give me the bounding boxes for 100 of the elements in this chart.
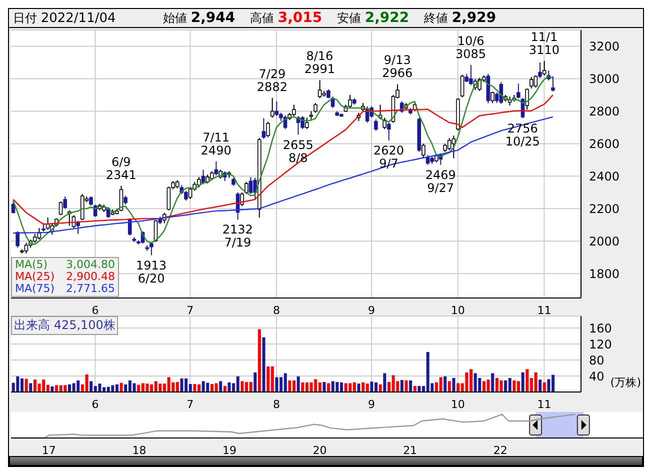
bar [50, 386, 54, 392]
bar [90, 381, 93, 392]
x-tick-label: 7 [186, 304, 194, 317]
x-tick-label: 7 [186, 398, 194, 411]
candlestick [538, 62, 542, 78]
bar [137, 384, 140, 392]
text: 高値 3,015 [250, 10, 322, 26]
bar [38, 384, 41, 392]
bar [383, 373, 386, 392]
candlestick [240, 192, 244, 207]
annotation: 7/29 2882 [256, 66, 288, 94]
bar [240, 381, 244, 392]
candlestick [386, 122, 391, 141]
annotation: 9/13 2966 [382, 53, 413, 80]
bar [344, 383, 348, 392]
y-tick-label: 2400 [589, 169, 620, 184]
bar [115, 384, 118, 392]
bar [29, 383, 32, 392]
bar [158, 384, 162, 392]
y-tick-label: 120 [589, 337, 612, 352]
y-tick-label: 2000 [589, 234, 620, 248]
x-tick-label: 6 [92, 304, 99, 317]
text: 日付 2022/11/04 [13, 10, 116, 26]
bar [456, 383, 460, 392]
bar [120, 382, 123, 392]
bar [362, 382, 365, 392]
text: MA(75) [15, 282, 55, 295]
bar [301, 382, 304, 392]
x-tick-label: 19 [222, 444, 236, 457]
bar [400, 380, 404, 392]
bar [465, 372, 468, 392]
bar [258, 329, 261, 392]
bar [262, 337, 266, 392]
bar [275, 377, 278, 392]
bar [202, 381, 205, 392]
candlestick [551, 76, 555, 92]
x-tick-label: 20 [312, 444, 327, 457]
candlestick [16, 230, 20, 248]
bar [534, 372, 538, 392]
bar [336, 382, 339, 392]
bar [228, 382, 231, 392]
bar [266, 366, 270, 392]
candlestick [270, 97, 274, 118]
annotation: 2,771.65 [66, 282, 115, 295]
candlestick [244, 181, 248, 195]
annotation: 1913 6/20 [136, 258, 167, 286]
text: 終値 2,929 [424, 10, 496, 26]
annotation: 2132 7/19 [222, 222, 253, 250]
x-tick-label: 22 [493, 444, 508, 457]
annotation: 6/9 2341 [106, 154, 136, 182]
bar [378, 384, 382, 392]
candlestick [253, 177, 257, 200]
bar [16, 376, 20, 392]
bar [418, 386, 421, 392]
text: 始値 2,944 [163, 10, 236, 26]
annotation: 11/1 3110 [528, 30, 560, 57]
candlestick [525, 88, 529, 110]
y-tick-label: 2800 [589, 104, 620, 118]
bar [236, 376, 240, 392]
bar [254, 372, 257, 392]
bar [426, 352, 430, 392]
bar [357, 384, 360, 392]
bar [444, 376, 447, 392]
bar [76, 380, 80, 392]
text: 安値 2,922 [337, 10, 410, 26]
bar [310, 382, 313, 392]
bar [270, 366, 274, 392]
x-tick-label: 10 [450, 304, 465, 317]
bar [474, 373, 477, 392]
y-tick-label: 3200 [589, 40, 620, 54]
bar [154, 381, 158, 392]
y-tick-label: 160 [589, 321, 612, 336]
candlestick [318, 80, 322, 99]
bar [322, 382, 326, 392]
annotation: 2756 10/25 [505, 121, 540, 148]
candlestick [76, 220, 80, 234]
candlestick [166, 186, 171, 211]
bar [538, 380, 542, 392]
annotation: 3,004.80 [66, 258, 115, 271]
bar [327, 383, 330, 392]
y-tick-label: 3000 [589, 72, 620, 86]
bar [132, 383, 136, 392]
x-tick-label: 9 [368, 398, 376, 411]
bar [111, 385, 114, 392]
bar [223, 386, 226, 392]
annotation: 7/11 2490 [200, 130, 232, 158]
bar [284, 373, 287, 392]
annotation: 8/16 2991 [304, 49, 335, 76]
bar [219, 381, 222, 392]
candlestick [422, 143, 426, 159]
bar [448, 381, 451, 392]
bar [542, 382, 546, 392]
annotation: 2469 9/27 [425, 168, 456, 195]
bar [64, 385, 67, 392]
bar [214, 383, 218, 392]
bar [404, 380, 408, 392]
bar [409, 380, 412, 392]
bar [521, 372, 524, 392]
bar [314, 379, 318, 392]
candlestick [266, 121, 270, 138]
